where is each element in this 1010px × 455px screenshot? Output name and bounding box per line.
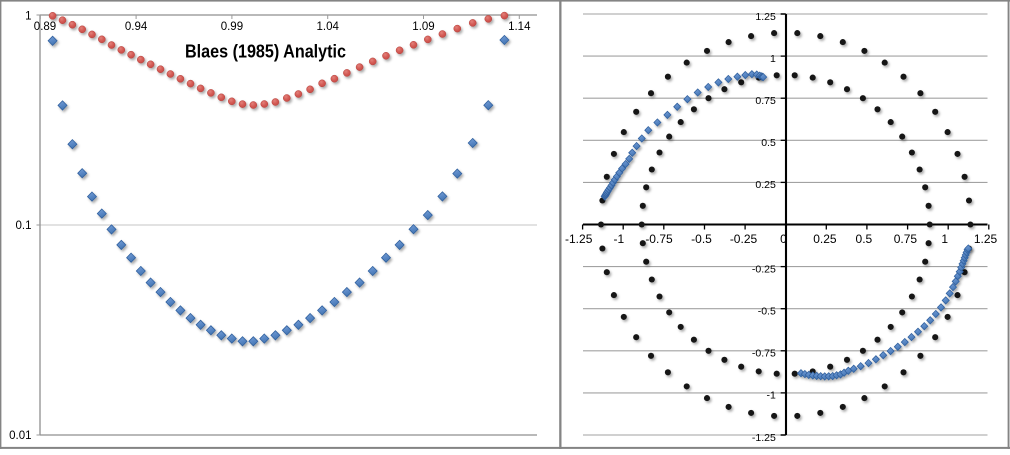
svg-text:0.99: 0.99	[221, 21, 243, 33]
svg-text:1: 1	[25, 10, 31, 22]
svg-text:1.14: 1.14	[508, 21, 531, 33]
svg-text:1.25: 1.25	[974, 232, 998, 246]
svg-text:-0.5: -0.5	[758, 306, 776, 318]
svg-text:1.09: 1.09	[412, 21, 434, 33]
svg-text:-0.25: -0.25	[730, 232, 758, 246]
svg-text:-1: -1	[613, 232, 624, 246]
svg-text:-0.75: -0.75	[645, 232, 673, 246]
svg-text:-0.5: -0.5	[691, 232, 712, 246]
svg-text:-0.75: -0.75	[752, 348, 776, 360]
svg-text:1: 1	[770, 53, 776, 65]
svg-text:-1.25: -1.25	[752, 432, 776, 444]
svg-text:0: 0	[780, 232, 787, 246]
svg-text:-0.25: -0.25	[752, 263, 776, 275]
svg-text:-1: -1	[766, 390, 775, 402]
svg-text:0.01: 0.01	[9, 430, 31, 442]
svg-text:0.1: 0.1	[16, 220, 32, 232]
svg-text:0.94: 0.94	[125, 21, 148, 33]
svg-text:-1.25: -1.25	[565, 232, 593, 246]
svg-text:0.89: 0.89	[34, 21, 56, 33]
svg-text:Blaes (1985) Analytic: Blaes (1985) Analytic	[185, 40, 346, 61]
svg-text:0.75: 0.75	[894, 232, 918, 246]
svg-text:1: 1	[941, 232, 948, 246]
svg-text:0.5: 0.5	[856, 232, 873, 246]
svg-text:1.25: 1.25	[755, 11, 776, 23]
svg-text:0.75: 0.75	[755, 95, 776, 107]
svg-text:0.5: 0.5	[761, 137, 776, 149]
svg-text:1.04: 1.04	[317, 21, 340, 33]
svg-text:0.25: 0.25	[755, 179, 776, 191]
svg-text:0.25: 0.25	[813, 232, 837, 246]
